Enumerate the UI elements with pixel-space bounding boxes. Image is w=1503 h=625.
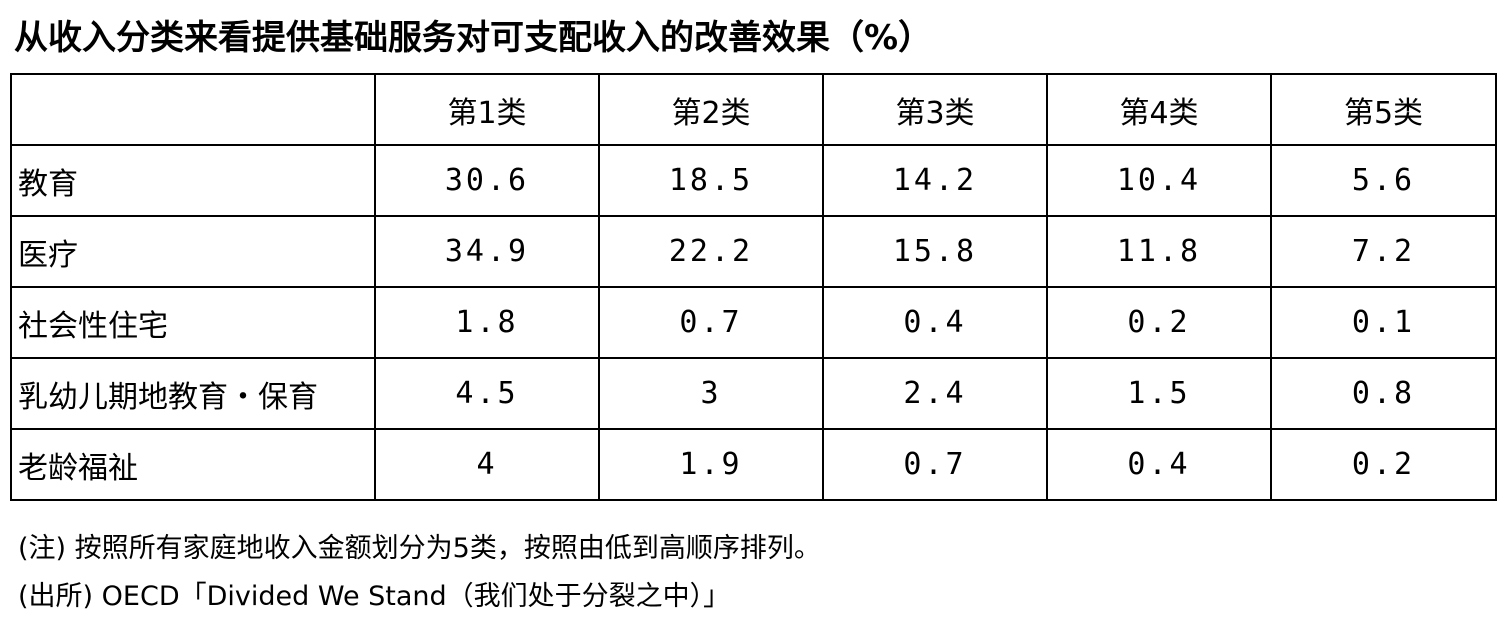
value-cell: 1.9 xyxy=(598,428,824,501)
value-cell: 10.4 xyxy=(1046,144,1272,217)
value-cell: 0.2 xyxy=(1046,286,1272,359)
value-cell: 5.6 xyxy=(1270,144,1497,217)
value-cell: 4.5 xyxy=(374,357,600,430)
table-row: 社会性住宅 1.8 0.7 0.4 0.2 0.1 xyxy=(10,286,1497,359)
value-cell: 0.1 xyxy=(1270,286,1497,359)
value-cell: 22.2 xyxy=(598,215,824,288)
row-label: 乳幼儿期地教育・保育 xyxy=(10,357,376,430)
note: (注) 按照所有家庭地收入金额划分为5类，按照由低到高顺序排列。 xyxy=(18,533,821,564)
data-table: 第1类 第2类 第3类 第4类 第5类 教育 30.6 18.5 14.2 10.4 5.6 医疗 34… xyxy=(10,73,1497,501)
value-cell: 11.8 xyxy=(1046,215,1272,288)
value-cell: 34.9 xyxy=(374,215,600,288)
table-row: 医疗 34.9 22.2 15.8 11.8 7.2 xyxy=(10,215,1497,288)
header-cell: 第2类 xyxy=(598,73,824,146)
header-row: 第1类 第2类 第3类 第4类 第5类 xyxy=(10,73,1497,146)
header-cell: 第4类 xyxy=(1046,73,1272,146)
value-cell: 0.4 xyxy=(1046,428,1272,501)
value-cell: 2.4 xyxy=(822,357,1048,430)
value-cell: 30.6 xyxy=(374,144,600,217)
value-cell: 1.8 xyxy=(374,286,600,359)
header-cell: 第5类 xyxy=(1270,73,1497,146)
value-cell: 0.7 xyxy=(822,428,1048,501)
source: (出所) OECD「Divided We Stand（我们处于分裂之中）」 xyxy=(18,581,731,612)
value-cell: 7.2 xyxy=(1270,215,1497,288)
value-cell: 0.7 xyxy=(598,286,824,359)
row-label: 老龄福祉 xyxy=(10,428,376,501)
header-cell: 第1类 xyxy=(374,73,600,146)
row-label: 社会性住宅 xyxy=(10,286,376,359)
value-cell: 0.2 xyxy=(1270,428,1497,501)
value-cell: 18.5 xyxy=(598,144,824,217)
value-cell: 0.4 xyxy=(822,286,1048,359)
title: 从收入分类来看提供基础服务对可支配收入的改善效果（%） xyxy=(14,18,933,58)
value-cell: 4 xyxy=(374,428,600,501)
value-cell: 3 xyxy=(598,357,824,430)
value-cell: 1.5 xyxy=(1046,357,1272,430)
corner-cell xyxy=(10,73,376,146)
table-row: 老龄福祉 4 1.9 0.7 0.4 0.2 xyxy=(10,428,1497,501)
row-label: 教育 xyxy=(10,144,376,217)
row-label: 医疗 xyxy=(10,215,376,288)
header-cell: 第3类 xyxy=(822,73,1048,146)
value-cell: 0.8 xyxy=(1270,357,1497,430)
value-cell: 15.8 xyxy=(822,215,1048,288)
table-row: 教育 30.6 18.5 14.2 10.4 5.6 xyxy=(10,144,1497,217)
value-cell: 14.2 xyxy=(822,144,1048,217)
table-row: 乳幼儿期地教育・保育 4.5 3 2.4 1.5 0.8 xyxy=(10,357,1497,430)
